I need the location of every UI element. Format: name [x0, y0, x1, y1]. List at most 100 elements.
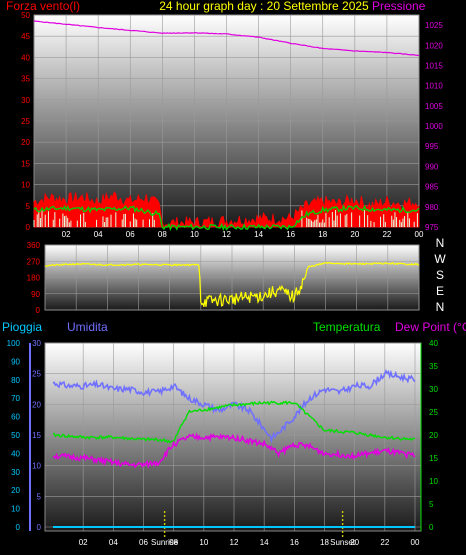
time-tick-label: 06	[139, 538, 148, 547]
humidity-tick-label: 0	[37, 523, 42, 532]
time-tick-label: 16	[290, 538, 299, 547]
direction-tick-label: 270	[27, 257, 41, 266]
time-tick-label: 02	[79, 538, 88, 547]
humidity-tick-label: 10	[32, 462, 41, 471]
time-axis-ticks-bottom: 02 04 06 08 10 12 14 16 18 20 22 00	[79, 538, 420, 547]
wind-tick-label: 5	[26, 202, 31, 211]
time-tick-label: 02	[62, 230, 71, 239]
time-tick-label: 12	[230, 538, 239, 547]
time-tick-label: 14	[254, 230, 263, 239]
rain-tick-label: 10	[11, 505, 20, 514]
pressure-tick-label: 1000	[425, 122, 443, 131]
temperature-tick-label: 30	[429, 385, 438, 394]
wind-tick-label: 40	[21, 53, 30, 62]
rain-tick-label: 70	[11, 394, 20, 403]
temperature-tick-label: 0	[429, 523, 434, 532]
sun-label: Sunset	[330, 538, 356, 547]
climate-series: Sunrise Sunset	[52, 369, 416, 547]
humidity-tick-label: 30	[32, 339, 41, 348]
temperature-tick-label: 25	[429, 408, 438, 417]
pressure-tick-label: 1005	[425, 102, 443, 111]
humidity-axis-ticks: 0 5 10 15 20 25 30	[32, 339, 41, 532]
rain-tick-label: 80	[11, 376, 20, 385]
legend-humidity: Umidita	[67, 320, 108, 334]
pressure-tick-label: 1010	[425, 82, 443, 91]
time-tick-label: 14	[260, 538, 269, 547]
time-tick-label: 22	[380, 538, 389, 547]
temperature-tick-label: 35	[429, 362, 438, 371]
compass-label: E	[436, 284, 444, 298]
temperature-tick-label: 20	[429, 431, 438, 440]
wind-tick-label: 0	[26, 223, 31, 232]
direction-tick-label: 180	[27, 274, 41, 283]
compass-label: N	[436, 236, 445, 250]
pressure-axis-title: Pressione	[372, 0, 426, 13]
time-tick-label: 10	[199, 538, 208, 547]
humidity-tick-label: 15	[32, 431, 41, 440]
dew-point-line	[52, 432, 416, 470]
direction-tick-label: 360	[27, 241, 41, 250]
humidity-tick-label: 20	[32, 400, 41, 409]
sun-label: Sunrise	[151, 538, 179, 547]
time-tick-label: 18	[320, 538, 329, 547]
time-tick-label: 08	[169, 538, 178, 547]
compass-label: S	[436, 268, 444, 282]
legend-rain: Pioggia	[2, 320, 42, 334]
pressure-tick-label: 1025	[425, 21, 443, 30]
rain-tick-label: 90	[11, 357, 20, 366]
humidity-tick-label: 5	[37, 492, 42, 501]
time-tick-label: 12	[222, 230, 231, 239]
wind-axis-title: Forza vento(l)	[6, 0, 80, 13]
time-tick-label: 00	[411, 538, 420, 547]
rain-axis-ticks: 0 10 20 30 40 50 60 70 80 90 100	[7, 339, 21, 532]
rain-tick-label: 40	[11, 449, 20, 458]
temperature-tick-label: 5	[429, 500, 434, 509]
climate-panel: Pioggia Umidita Temperatura Dew Point (°…	[2, 320, 466, 547]
wind-tick-label: 20	[21, 138, 30, 147]
rain-tick-label: 0	[16, 523, 21, 532]
pressure-line	[33, 20, 420, 57]
chart-title: 24 hour graph day : 20 Settembre 2025	[159, 0, 369, 13]
compass-label: N	[436, 300, 445, 314]
temperature-line	[52, 400, 416, 444]
time-tick-label: 18	[318, 230, 327, 239]
temperature-axis-ticks: 0 5 10 15 20 25 30 35 40	[429, 339, 438, 532]
time-tick-label: 06	[126, 230, 135, 239]
wind-tick-label: 10	[21, 181, 30, 190]
time-tick-label: 08	[158, 230, 167, 239]
temperature-tick-label: 40	[429, 339, 438, 348]
time-tick-label: 00	[415, 230, 424, 239]
time-tick-label: 04	[109, 538, 118, 547]
wind-tick-label: 15	[21, 159, 30, 168]
legend-dew-point: Dew Point (°C)	[395, 320, 466, 334]
pressure-axis-ticks: 975 980 985 990 995 1000 1005 1010 1015 1020 1025	[425, 21, 443, 232]
wind-pressure-panel: Forza vento(l) 24 hour graph day : 20 Se…	[6, 0, 443, 239]
legend-temperature: Temperatura	[313, 320, 381, 334]
pressure-tick-label: 995	[425, 142, 439, 151]
pressure-tick-label: 980	[425, 203, 439, 212]
direction-axis-ticks: 360 270 180 90 0	[27, 241, 41, 315]
wind-tick-label: 50	[21, 11, 30, 20]
wind-gust-area	[33, 191, 420, 229]
wind-direction-grid	[45, 244, 420, 311]
wind-avg-line	[33, 204, 420, 232]
rain-tick-label: 30	[11, 468, 20, 477]
wind-tick-label: 35	[21, 75, 30, 84]
compass-label: W	[434, 252, 446, 266]
temperature-tick-label: 10	[429, 477, 438, 486]
time-axis-ticks: 02 04 06 08 10 12 14 16 18 20 22 00	[62, 230, 424, 239]
wind-tick-label: 30	[21, 96, 30, 105]
wind-direction-series	[44, 261, 420, 307]
time-tick-label: 10	[190, 230, 199, 239]
temperature-tick-label: 15	[429, 454, 438, 463]
wind-direction-line	[44, 261, 420, 307]
rain-tick-label: 100	[7, 339, 21, 348]
direction-tick-label: 0	[36, 306, 41, 315]
pressure-tick-label: 985	[425, 183, 439, 192]
direction-tick-label: 90	[31, 290, 40, 299]
time-tick-label: 04	[94, 230, 103, 239]
wind-pressure-series	[33, 20, 420, 232]
